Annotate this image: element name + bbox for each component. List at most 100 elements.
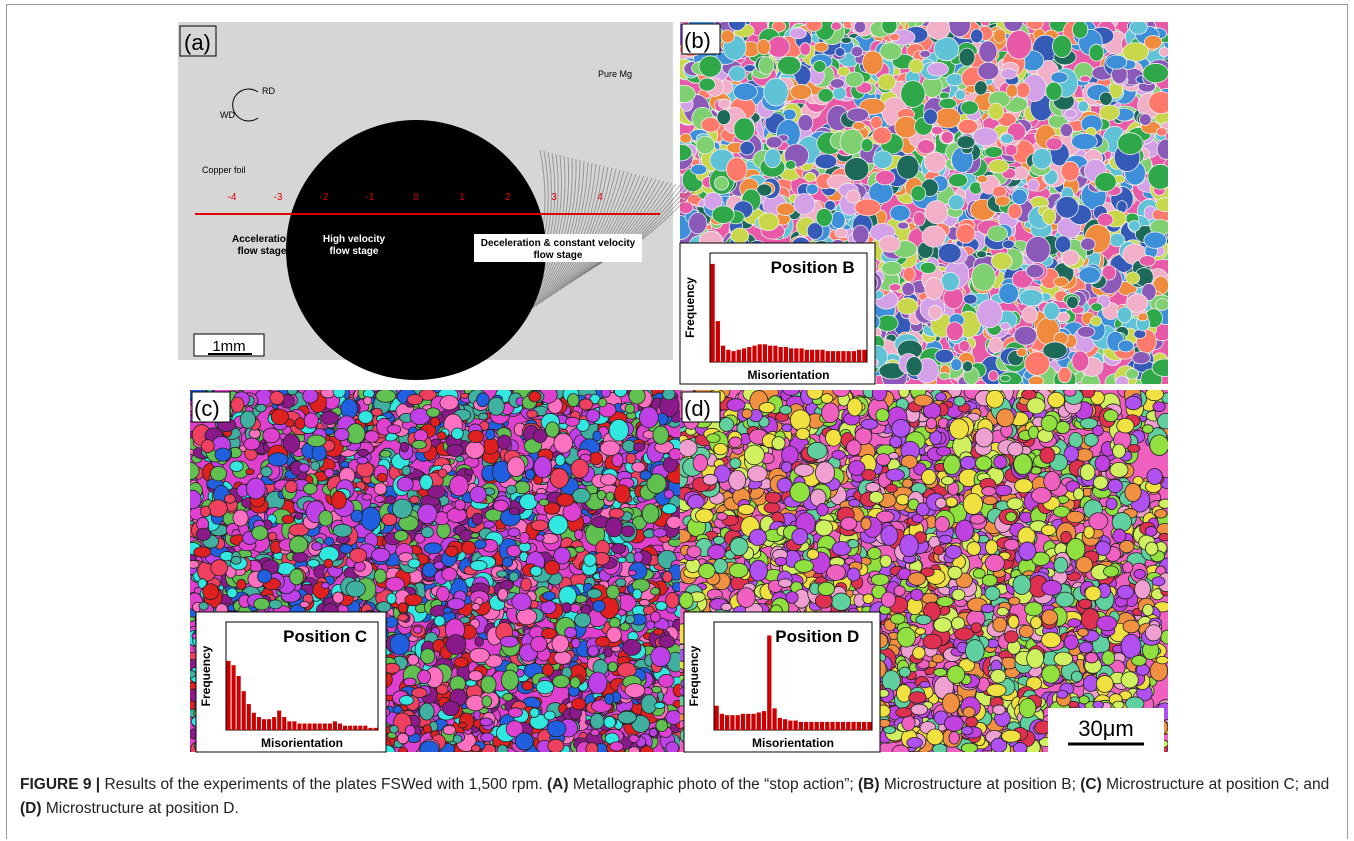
grain — [503, 693, 513, 701]
grain — [625, 404, 635, 413]
grain — [506, 485, 516, 494]
figure: -4-3-2-101234(a)RDWDPure MgCopper foilAc… — [0, 0, 1354, 770]
grain — [572, 638, 580, 648]
grain — [1026, 264, 1044, 278]
grain — [903, 267, 915, 281]
grain — [1044, 302, 1060, 320]
grain — [341, 399, 358, 419]
grain — [976, 251, 986, 258]
grain — [1026, 14, 1043, 29]
grain — [400, 442, 408, 452]
grain — [1012, 189, 1028, 204]
grain — [300, 601, 309, 607]
grain — [672, 85, 695, 102]
grain — [361, 507, 380, 530]
grain — [447, 508, 467, 522]
grain — [988, 371, 998, 382]
grain — [931, 126, 942, 134]
grain — [1060, 124, 1072, 137]
grain — [977, 176, 988, 183]
grain — [1077, 326, 1095, 337]
grain — [666, 592, 679, 608]
grain — [691, 164, 707, 174]
grain — [911, 186, 926, 201]
grain — [290, 569, 304, 585]
grain — [963, 294, 976, 304]
grain — [768, 37, 790, 58]
grain — [304, 413, 318, 428]
grain — [1054, 277, 1069, 287]
grain — [938, 243, 961, 262]
grain — [922, 226, 946, 247]
grain — [1032, 148, 1051, 169]
grain — [408, 654, 419, 665]
grain — [939, 373, 950, 380]
grain — [879, 236, 900, 252]
grain — [680, 134, 692, 144]
grain — [1127, 294, 1148, 312]
grain — [1156, 128, 1167, 136]
grain — [785, 160, 796, 169]
grain — [924, 152, 946, 172]
grain — [851, 46, 863, 56]
grain — [1016, 83, 1030, 98]
grain — [777, 203, 795, 215]
grain — [1098, 213, 1114, 226]
grain — [845, 72, 863, 87]
grain — [421, 527, 433, 538]
grain — [1138, 313, 1148, 321]
grain — [929, 305, 942, 319]
grain — [852, 225, 868, 244]
grain — [1106, 55, 1127, 69]
grain — [970, 29, 982, 43]
grain — [325, 537, 334, 545]
grain — [973, 128, 998, 146]
grain — [934, 37, 959, 61]
grain — [1002, 240, 1014, 249]
grain — [764, 78, 789, 106]
grain — [815, 154, 837, 169]
grain — [311, 462, 320, 471]
grain — [1139, 256, 1155, 267]
grain — [1051, 72, 1068, 83]
grain — [653, 629, 663, 635]
grain — [1123, 43, 1149, 62]
grain — [666, 710, 682, 724]
grain — [999, 283, 1019, 303]
grain — [729, 66, 746, 82]
grain — [1017, 348, 1027, 357]
grain — [863, 51, 883, 75]
grain — [927, 19, 950, 40]
grain — [813, 61, 826, 73]
grain — [854, 21, 866, 33]
grain — [941, 272, 959, 291]
grain — [1156, 198, 1176, 212]
grain — [455, 456, 463, 462]
grain — [889, 284, 900, 291]
grain — [270, 391, 284, 404]
grain — [1072, 351, 1089, 371]
grain — [1144, 232, 1167, 248]
grain — [256, 404, 266, 412]
grain — [649, 728, 657, 736]
grain — [920, 262, 936, 273]
grain — [375, 496, 385, 503]
grain — [835, 228, 847, 237]
grain — [374, 483, 387, 495]
grain — [902, 282, 915, 295]
grain — [1129, 20, 1147, 34]
grain — [670, 144, 692, 161]
grain — [994, 29, 1006, 43]
grain — [1000, 375, 1010, 381]
grain — [443, 725, 456, 734]
grain — [1019, 290, 1043, 306]
grain — [988, 337, 1002, 352]
grain — [1118, 340, 1133, 352]
grain — [609, 419, 628, 441]
grain — [949, 13, 971, 37]
grain — [587, 589, 601, 598]
grain — [985, 147, 1003, 158]
grain — [521, 578, 532, 591]
grain — [897, 155, 919, 179]
grain — [289, 536, 307, 553]
